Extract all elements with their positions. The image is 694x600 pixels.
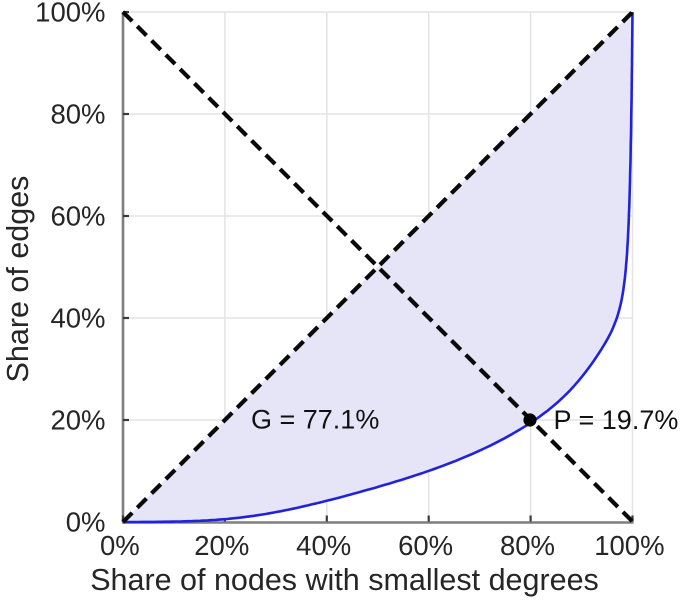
svg-text:P = 19.7%: P = 19.7% xyxy=(554,405,679,435)
svg-text:Share of nodes with smallest d: Share of nodes with smallest degrees xyxy=(90,563,599,597)
svg-text:60%: 60% xyxy=(398,530,453,561)
svg-text:20%: 20% xyxy=(194,530,249,561)
svg-text:60%: 60% xyxy=(50,201,105,232)
svg-text:G = 77.1%: G = 77.1% xyxy=(251,405,379,435)
svg-text:40%: 40% xyxy=(50,303,105,334)
svg-text:80%: 80% xyxy=(50,99,105,130)
svg-text:100%: 100% xyxy=(594,530,664,561)
svg-text:40%: 40% xyxy=(296,530,351,561)
svg-text:Share of edges: Share of edges xyxy=(1,176,35,383)
svg-text:0%: 0% xyxy=(100,530,140,561)
svg-text:20%: 20% xyxy=(50,405,105,436)
svg-text:100%: 100% xyxy=(35,0,105,28)
svg-text:80%: 80% xyxy=(500,530,555,561)
svg-text:0%: 0% xyxy=(66,507,106,538)
